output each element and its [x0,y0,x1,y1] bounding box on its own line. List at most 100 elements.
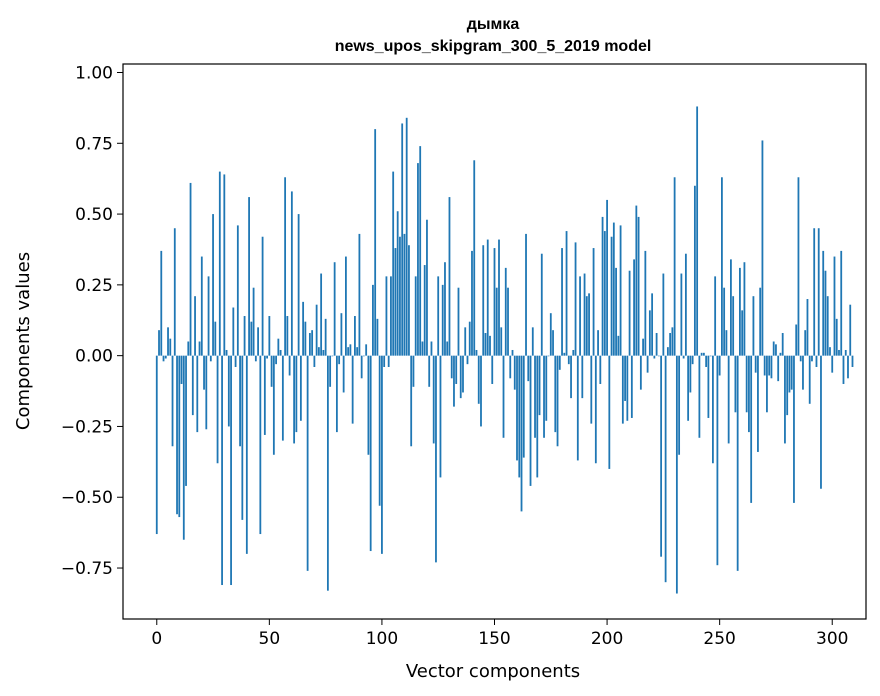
bar-131 [450,355,453,379]
bar-225 [662,273,665,356]
y-tick-label: 0.25 [75,276,113,296]
x-tick-label: 0 [151,629,162,649]
bar-207 [621,355,624,424]
bar-67 [306,355,309,571]
y-axis-ticks: −0.75 −0.50 −0.25 0.00 0.25 0.50 0.75 1.00 [61,63,123,579]
bar-105 [392,171,395,356]
bar-224 [660,355,663,557]
bar-37 [239,355,241,447]
bar-4 [164,355,167,359]
bar-6 [169,338,172,356]
y-tick-label: −0.50 [61,488,113,508]
bar-120 [426,219,428,356]
bar-85 [347,347,350,356]
bar-254 [727,355,730,444]
x-tick-label: 250 [703,629,735,649]
bar-143 [477,355,480,404]
bar-117 [419,146,422,356]
bar-138 [466,355,469,365]
bar-175 [549,313,552,356]
bar-209 [626,355,629,421]
bar-73 [320,273,323,356]
bar-258 [736,355,739,571]
bar-99 [378,355,381,506]
bar-19 [198,341,201,356]
bar-18 [196,355,199,433]
bar-267 [757,355,759,452]
bar-287 [802,355,804,390]
bar-286 [799,355,802,362]
bar-142 [475,349,478,356]
bar-295 [820,355,822,489]
bar-180 [561,248,563,356]
bar-125 [437,276,440,356]
bar-217 [644,250,647,356]
bar-11 [180,355,183,384]
bar-36 [236,225,239,356]
bar-145 [482,245,485,356]
bar-275 [775,344,777,356]
bar-183 [567,355,570,365]
bar-291 [811,355,813,362]
chart-title-line1: дымка [467,16,520,33]
bar-51 [270,355,273,387]
bar-307 [847,355,849,379]
bar-210 [628,270,631,356]
bar-12 [182,355,185,540]
bar-44 [254,355,257,362]
bar-38 [241,355,244,520]
bar-155 [504,267,507,356]
bar-98 [376,318,379,356]
bar-261 [743,262,746,356]
bar-124 [435,355,437,563]
bar-252 [723,287,726,356]
bar-157 [509,355,512,379]
bar-218 [646,355,649,373]
bar-162 [520,355,523,512]
bar-65 [302,301,305,356]
bar-167 [531,327,534,356]
bar-294 [817,228,820,356]
bar-79 [333,262,336,356]
bar-281 [788,355,791,393]
bar-70 [313,355,316,367]
bar-303 [838,349,840,356]
bar-119 [423,265,426,356]
bar-29 [221,355,223,586]
bar-219 [648,310,651,356]
bar-215 [639,355,642,390]
bar-199 [603,231,606,356]
bar-273 [770,355,773,379]
bar-122 [430,341,433,356]
x-tick-label: 100 [366,629,398,649]
bar-230 [673,177,676,356]
bar-133 [455,355,458,384]
bar-152 [498,239,500,356]
bar-141 [473,160,476,356]
bar-114 [412,355,415,387]
bar-154 [502,355,505,438]
bar-166 [529,355,532,486]
bar-45 [257,327,259,356]
bar-89 [356,347,359,356]
x-axis-ticks: 0 50 100 150 200 250 300 [151,619,848,649]
bar-62 [295,355,298,433]
bar-245 [707,355,710,418]
bar-197 [599,355,602,384]
bar-250 [718,355,721,376]
bar-66 [304,321,307,356]
bar-181 [563,352,566,356]
bar-212 [633,259,635,356]
bar-292 [813,228,816,356]
bar-58 [286,316,289,356]
bar-148 [489,335,491,356]
bar-234 [682,355,685,359]
bar-174 [547,355,550,357]
bar-21 [203,355,205,390]
bar-96 [372,284,374,356]
bar-193 [590,355,593,424]
bar-274 [772,341,775,356]
y-tick-label: 0.00 [75,347,113,367]
bar-284 [795,324,798,356]
bar-121 [428,355,431,387]
